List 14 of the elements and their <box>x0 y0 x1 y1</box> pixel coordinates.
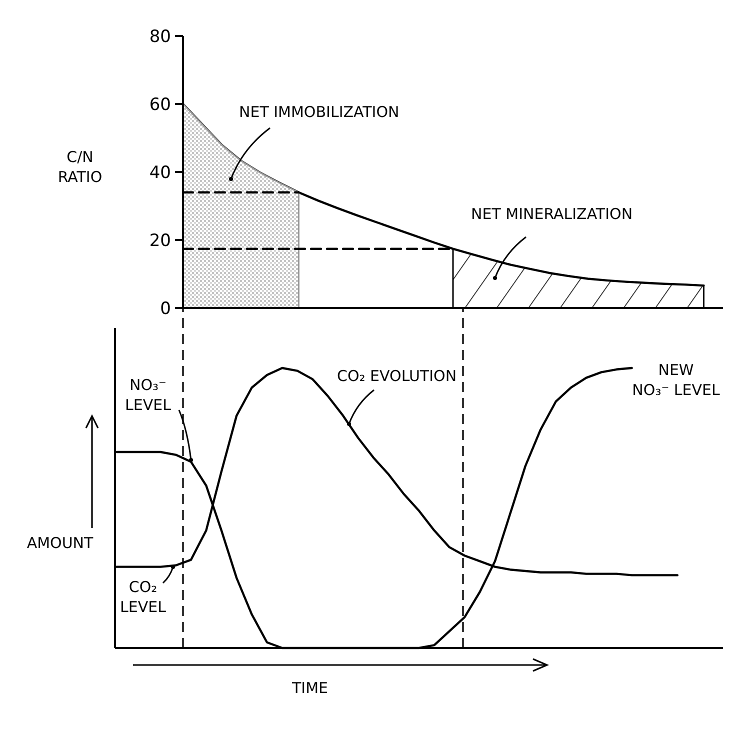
y-axis-title: AMOUNT <box>26 534 94 552</box>
y-axis-title: C/N RATIO <box>58 148 102 186</box>
y-tick-label: 80 <box>149 26 171 47</box>
annotation: CO₂ LEVEL <box>120 578 167 616</box>
annotation: CO₂ EVOLUTION <box>337 367 457 385</box>
y-tick-label: 20 <box>149 230 171 251</box>
annotation: NET MINERALIZATION <box>471 205 633 223</box>
annotation: NO₃⁻ LEVEL <box>125 376 172 414</box>
y-tick-label: 0 <box>160 298 171 319</box>
y-tick-label: 40 <box>149 162 171 183</box>
y-tick-label: 60 <box>149 94 171 115</box>
x-axis-title: TIME <box>290 679 328 697</box>
annotation: NEW NO₃⁻ LEVEL <box>632 361 720 399</box>
annotation: NET IMMOBILIZATION <box>239 103 400 121</box>
